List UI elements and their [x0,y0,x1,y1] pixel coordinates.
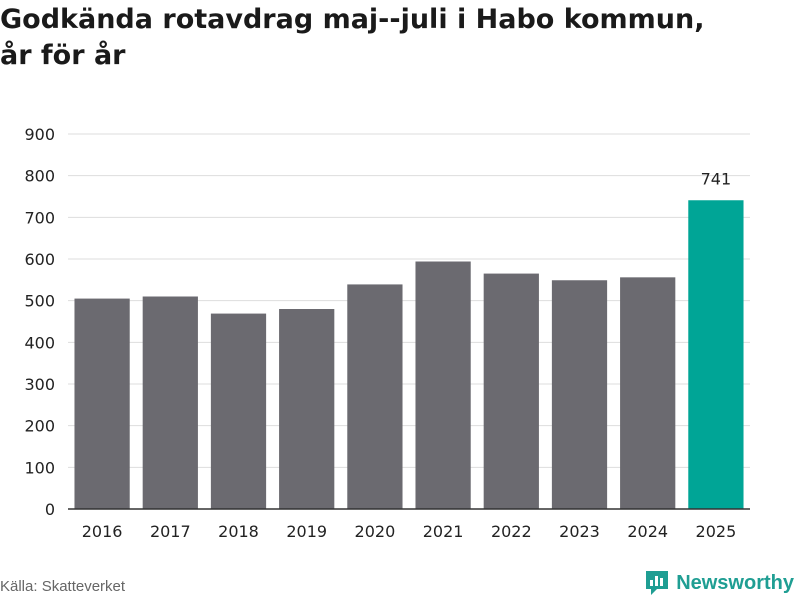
bar-2019 [279,309,335,509]
x-tick-label: 2022 [491,522,532,541]
x-tick-label: 2016 [82,522,123,541]
bar-2016 [74,298,130,509]
bar-2023 [551,280,608,509]
y-tick-label: 700 [24,208,55,227]
x-tick-label: 2019 [286,522,327,541]
chart-title-line-2: år för år [0,40,126,71]
data-label: 741 [701,169,732,188]
x-tick-label: 2025 [696,522,737,541]
chart-title-line-1: Godkända rotavdrag maj--juli i Habo komm… [0,4,705,35]
x-tick-label: 2017 [150,522,191,541]
bar-2018 [210,313,267,509]
y-tick-label: 200 [24,417,55,436]
x-tick-label: 2024 [627,522,668,541]
chart-title: Godkända rotavdrag maj--juli i Habo komm… [0,2,800,74]
brand-logo: Newsworthy [644,569,794,597]
y-tick-label: 100 [24,458,55,477]
newsworthy-logo-icon [646,571,669,595]
x-tick-label: 2020 [355,522,396,541]
x-tick-label: 2018 [218,522,259,541]
bar-2022 [483,273,539,509]
x-axis-ticks: 2016 2017 2018 2019 2020 2021 2022 2023 2024 2025 [82,522,737,541]
y-tick-label: 900 [24,125,55,144]
y-tick-label: 300 [24,375,55,394]
source-note: Källa: Skatteverket [0,578,126,595]
bar-2020 [347,284,403,509]
y-tick-label: 600 [24,250,55,269]
bar-2024 [620,277,676,509]
y-tick-label: 400 [24,333,55,352]
y-tick-label: 800 [24,167,55,186]
y-axis-ticks: 0 100 200 300 400 500 600 700 800 900 [24,125,55,519]
bar-2017 [142,296,198,509]
bar-2021 [415,261,471,509]
y-tick-label: 500 [24,292,55,311]
y-tick-label: 0 [45,500,55,519]
data-labels: 741 [701,169,732,188]
bar-2025 [688,200,744,509]
bars [74,200,744,509]
x-tick-label: 2021 [423,522,464,541]
x-tick-label: 2023 [559,522,600,541]
brand-name: Newsworthy [676,571,794,594]
